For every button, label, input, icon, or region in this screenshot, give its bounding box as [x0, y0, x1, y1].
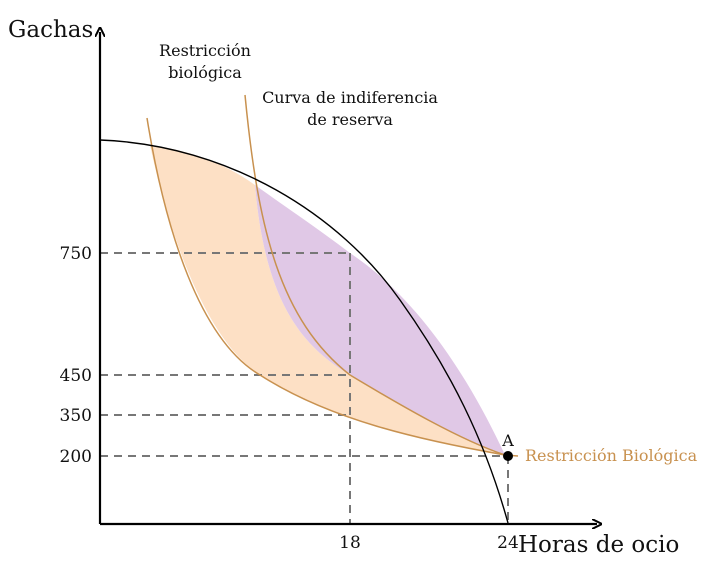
biological-constraint-curve: [146, 117, 506, 456]
point-a-marker: [503, 451, 513, 461]
y-tick-450: 450: [60, 366, 92, 386]
label-reserve-curve-line2: de reserva: [307, 110, 393, 129]
feasible-frontier-curve: [99, 139, 509, 524]
x-tick-24: 24: [497, 533, 519, 553]
label-biological-constraint-line2: biológica: [168, 63, 242, 82]
x-axis-title: Horas de ocio: [518, 532, 679, 558]
label-point-a: A: [501, 431, 514, 450]
y-axis-title: Gachas: [8, 17, 93, 43]
reserve-indifference-curve: [244, 94, 506, 456]
label-biological-constraint-right: Restricción Biológica: [525, 446, 698, 465]
feasible-region-shading: [150, 145, 505, 455]
y-tick-200: 200: [60, 447, 92, 467]
x-tick-18: 18: [339, 533, 361, 553]
y-tick-750: 750: [60, 244, 92, 264]
label-biological-constraint-line1: Restricción: [159, 41, 251, 60]
label-reserve-curve-line1: Curva de indiferencia: [262, 88, 438, 107]
y-tick-350: 350: [60, 406, 92, 426]
guide-lines: [100, 252, 509, 524]
